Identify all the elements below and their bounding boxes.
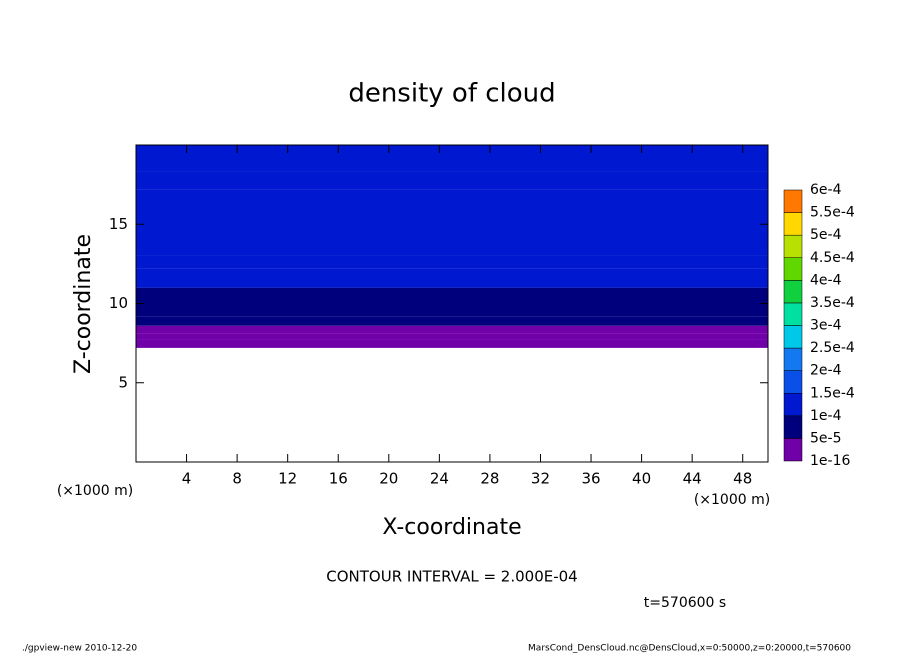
contour-band [136,287,768,304]
x-tick-label: 44 [683,470,702,488]
colorbar-box [783,438,803,462]
contour-band [136,255,768,269]
annotation: t=570600 s [644,595,726,611]
x-tick-label: 12 [278,470,297,488]
contour-band [136,333,768,340]
contour-band [136,339,768,348]
colorbar-label: 1e-4 [810,408,842,424]
y-tick-label: 15 [109,215,128,233]
colorbar-box [783,415,803,439]
colorbar-label: 5.5e-4 [810,205,855,221]
x-unit: (×1000 m) [694,492,770,508]
x-tick-label: 40 [632,470,651,488]
colorbar-box [783,234,803,259]
x-tick-label: 20 [379,470,398,488]
contour-band [136,303,768,317]
annotation: CONTOUR INTERVAL = 2.000E-04 [326,568,577,586]
annotation: MarsCond_DensCloud.nc@DensCloud,x=0:5000… [528,644,851,654]
x-tick-label: 4 [182,470,192,488]
colorbar-box [783,302,803,326]
colorbar-label: 3e-4 [810,318,842,334]
y-axis-label: Z-coordinate [71,234,96,374]
colorbar-box [783,257,803,281]
colorbar-box [783,347,803,371]
colorbar-label: 1e-16 [810,453,850,469]
colorbar-box [783,189,803,213]
colorbar-box [783,212,803,236]
colorbar-label: 2.5e-4 [810,340,855,356]
x-tick-label: 16 [329,470,348,488]
chart-title: density of cloud [348,79,555,109]
colorbar-label: 5e-5 [810,430,841,446]
annotation: ./gpview-new 2010-12-20 [22,644,137,654]
colorbar-box [783,280,803,304]
colorbar-box [783,325,803,349]
contour-band [136,145,768,172]
colorbar-label: 4.5e-4 [810,250,855,266]
x-tick-label: 36 [581,470,600,488]
contour-band [136,171,768,190]
colorbar-box [783,370,803,394]
contour-band [136,316,768,326]
y-tick-label: 5 [118,373,128,391]
x-tick-label: 48 [733,470,752,488]
contour-band [136,189,768,256]
colorbar-box [783,393,803,417]
colorbar-label: 5e-4 [810,227,842,243]
colorbar-label: 6e-4 [810,182,842,198]
contour-band [136,268,768,288]
y-tick-label: 10 [109,294,128,312]
x-axis-label: X-coordinate [382,515,521,540]
x-tick-label: 32 [531,470,550,488]
colorbar-label: 1.5e-4 [810,385,855,401]
x-tick-label: 8 [232,470,242,488]
x-tick-label: 28 [480,470,499,488]
colorbar-label: 4e-4 [810,272,842,288]
contour-band [136,325,768,334]
colorbar-label: 2e-4 [810,363,842,379]
x-tick-label: 24 [430,470,449,488]
colorbar-label: 3.5e-4 [810,295,855,311]
x-unit: (×1000 m) [57,483,133,499]
